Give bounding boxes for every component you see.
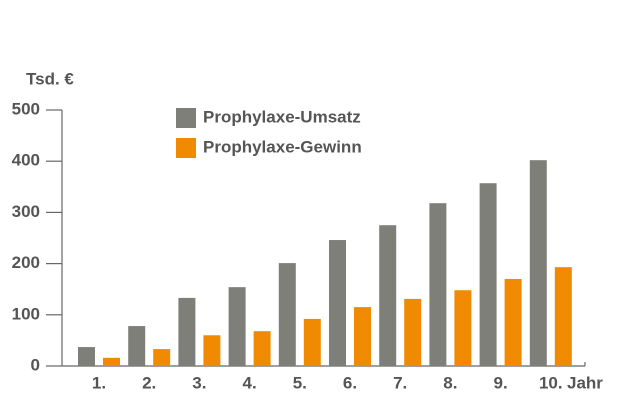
x-tick-label: 9. [494, 373, 508, 392]
bar [404, 298, 422, 366]
bar [454, 290, 472, 366]
x-tick-label: 7. [393, 373, 407, 392]
y-tick-label: 500 [12, 99, 40, 118]
y-tick-label: 100 [12, 304, 40, 323]
bar [529, 160, 547, 366]
bar [504, 278, 522, 366]
bar [128, 326, 146, 366]
bar [354, 307, 371, 366]
x-tick-label: 8. [443, 373, 457, 392]
legend-label: Prophylaxe-Umsatz [203, 107, 361, 126]
y-tick-label: 200 [12, 253, 40, 272]
bar [479, 183, 497, 366]
bar [329, 240, 346, 366]
bar [278, 263, 296, 366]
x-tick-label: 10. [539, 373, 563, 392]
bar [228, 287, 246, 366]
y-tick-label: 0 [31, 355, 40, 374]
bar [153, 349, 171, 366]
bar [103, 357, 120, 366]
bar [303, 318, 321, 366]
y-axis-label: Tsd. € [26, 69, 74, 88]
legend-swatch [176, 108, 196, 128]
bar [554, 267, 572, 366]
x-tick-label: 2. [142, 373, 156, 392]
bar [78, 347, 95, 366]
legend-label: Prophylaxe-Gewinn [203, 137, 362, 156]
bar [203, 335, 221, 366]
x-tick-label: 4. [243, 373, 257, 392]
x-tick-label: 1. [92, 373, 106, 392]
y-tick-label: 300 [12, 202, 40, 221]
y-tick-label: 400 [12, 151, 40, 170]
legend-swatch [176, 138, 196, 158]
bar [253, 331, 271, 366]
bar [178, 297, 196, 366]
x-tick-label: 6. [343, 373, 357, 392]
x-tick-label: 3. [192, 373, 206, 392]
bar [379, 225, 397, 366]
bar [429, 203, 447, 366]
x-axis-label: Jahr [567, 373, 603, 392]
x-tick-label: 5. [293, 373, 307, 392]
